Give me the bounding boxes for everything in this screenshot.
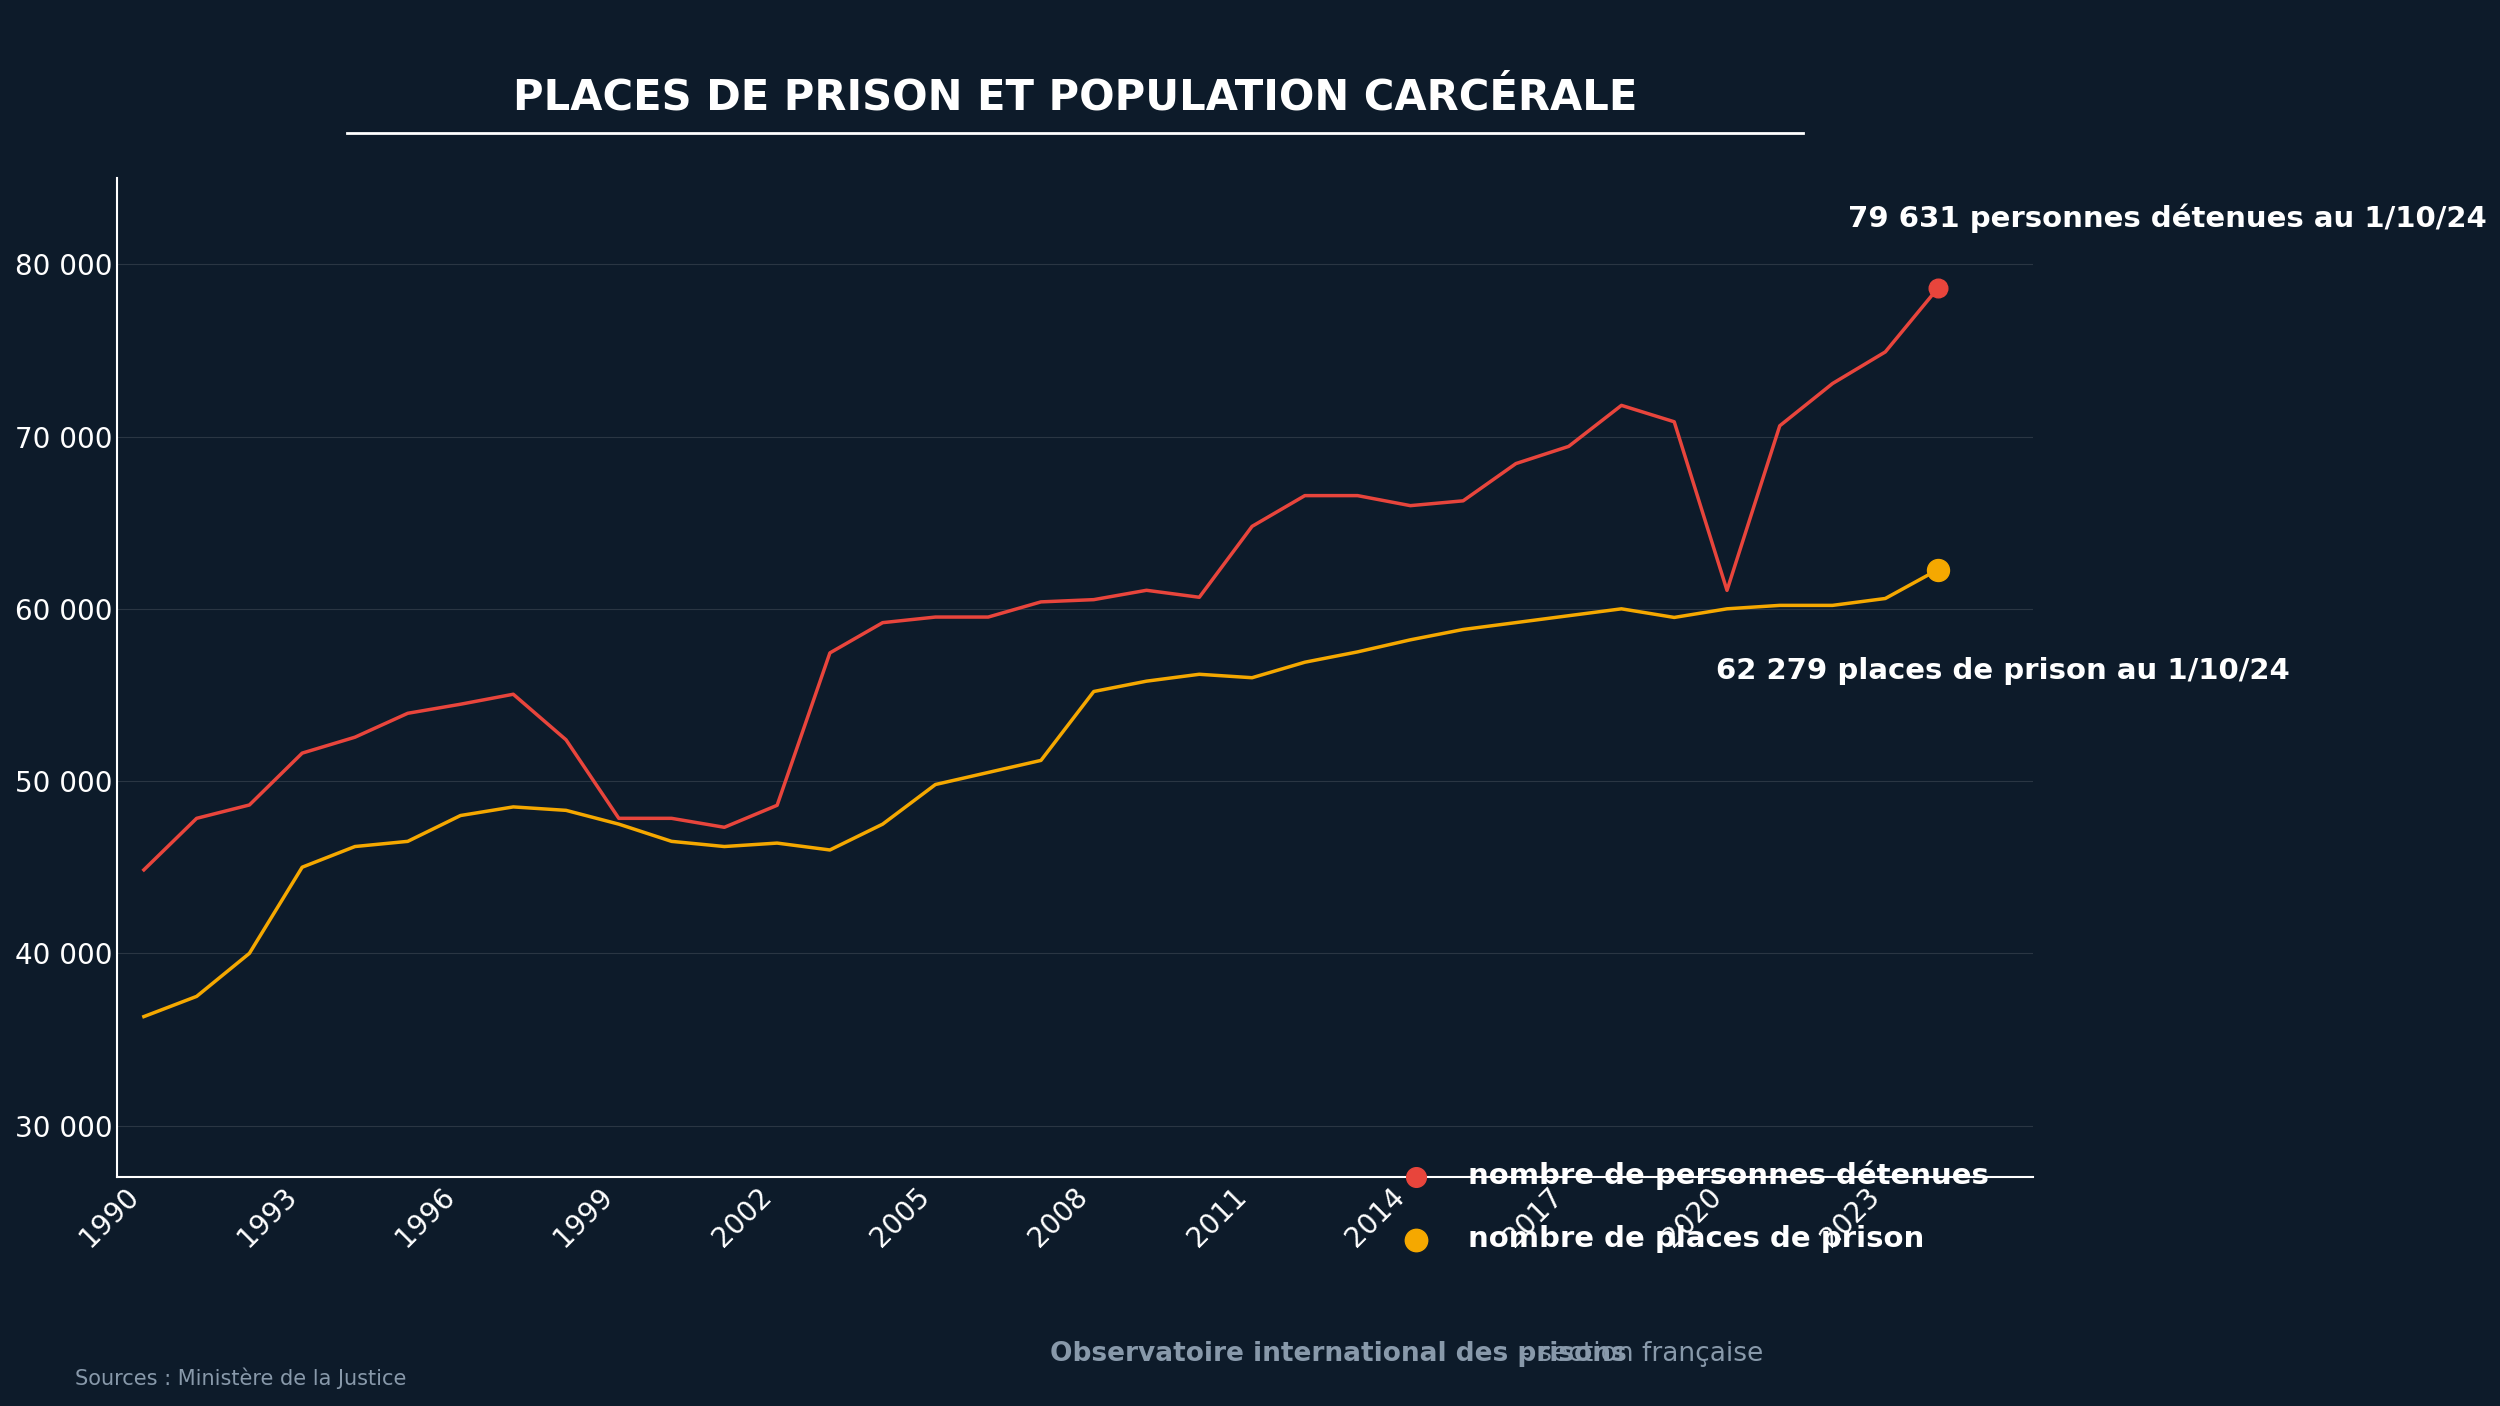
Text: - section française: - section française <box>1512 1341 1765 1367</box>
Text: Observatoire international des prisons: Observatoire international des prisons <box>1050 1341 1628 1367</box>
Text: PLACES DE PRISON ET POPULATION CARCÉRALE: PLACES DE PRISON ET POPULATION CARCÉRALE <box>512 76 1638 118</box>
Text: 79 631 personnes détenues au 1/10/24: 79 631 personnes détenues au 1/10/24 <box>1848 204 2488 233</box>
Point <box>1918 558 1958 581</box>
Text: Sources : Ministère de la Justice: Sources : Ministère de la Justice <box>75 1368 408 1389</box>
Legend: nombre de personnes détenues, nombre de places de prison: nombre de personnes détenues, nombre de … <box>1358 1132 2018 1282</box>
Text: 62 279 places de prison au 1/10/24: 62 279 places de prison au 1/10/24 <box>1718 657 2290 685</box>
Point <box>1918 277 1958 299</box>
